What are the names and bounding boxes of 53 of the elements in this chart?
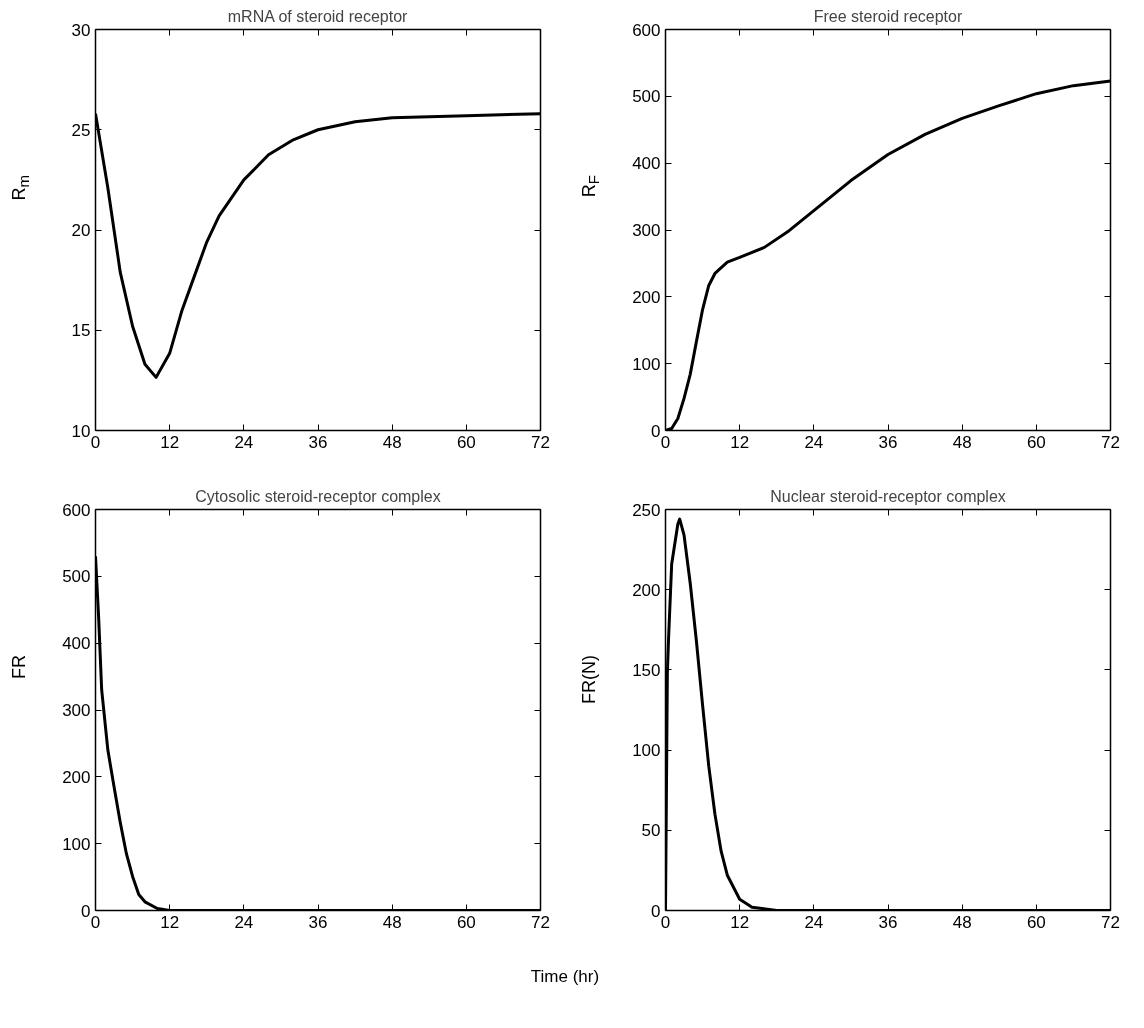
x-tick-label: 24 — [804, 432, 824, 452]
x-tick-label: 24 — [234, 912, 254, 932]
chart-title: Nuclear steroid-receptor complex — [770, 487, 1006, 505]
chart-title: Free steroid receptor — [813, 7, 963, 25]
x-tick-label: 60 — [1026, 912, 1046, 932]
y-tick-label: 150 — [632, 660, 661, 680]
x-tick-label: 48 — [382, 912, 402, 932]
y-tick-label: 100 — [62, 834, 91, 854]
y-axis-title: FR(N) — [578, 655, 600, 704]
x-tick-label: 60 — [1026, 432, 1046, 452]
x-axis-title: Time (hr) — [530, 966, 600, 988]
x-tick-label: 36 — [878, 912, 898, 932]
y-axis-title: FR — [8, 655, 30, 679]
x-tick-label: 48 — [382, 432, 402, 452]
y-tick-label: 200 — [62, 767, 91, 787]
x-tick-label: 72 — [531, 432, 550, 452]
y-tick-label: 15 — [71, 321, 91, 341]
y-tick-label: 10 — [71, 421, 91, 441]
x-tick-label: 48 — [952, 912, 972, 932]
x-tick-label: 36 — [308, 432, 328, 452]
y-tick-label: 20 — [71, 221, 91, 240]
y-tick-label: 400 — [62, 634, 91, 654]
x-tick-label: 12 — [160, 432, 180, 452]
x-tick-label: 36 — [308, 912, 328, 932]
x-tick-label: 12 — [730, 912, 750, 932]
x-tick-label: 60 — [456, 432, 476, 452]
y-tick-label: 400 — [632, 154, 661, 174]
y-tick-label: 250 — [632, 500, 661, 520]
y-tick-label: 300 — [632, 221, 661, 240]
y-tick-label: 100 — [632, 741, 661, 761]
x-tick-label: 72 — [1101, 432, 1120, 452]
chart-title: mRNA of steroid receptor — [227, 7, 409, 25]
x-tick-label: 60 — [456, 912, 476, 932]
x-tick-label: 24 — [804, 912, 824, 932]
y-tick-label: 25 — [71, 120, 91, 140]
x-tick-label: 48 — [952, 432, 972, 452]
y-tick-label: 500 — [62, 567, 91, 587]
y-tick-label: 600 — [632, 20, 661, 40]
y-tick-label: 50 — [641, 821, 661, 841]
x-tick-label: 12 — [160, 912, 180, 932]
x-tick-label: 36 — [878, 432, 898, 452]
x-tick-label: 12 — [730, 432, 750, 452]
y-tick-label: 30 — [71, 20, 91, 40]
x-tick-label: 72 — [531, 912, 550, 932]
y-tick-label: 300 — [62, 701, 91, 720]
y-tick-label: 200 — [632, 287, 661, 307]
y-tick-label: 600 — [62, 500, 91, 520]
y-tick-label: 200 — [632, 580, 661, 600]
x-tick-label: 72 — [1101, 912, 1120, 932]
x-tick-label: 24 — [234, 432, 254, 452]
y-tick-label: 100 — [632, 354, 661, 374]
y-tick-label: 500 — [632, 87, 661, 107]
chart-title: Cytosolic steroid-receptor complex — [195, 487, 441, 505]
